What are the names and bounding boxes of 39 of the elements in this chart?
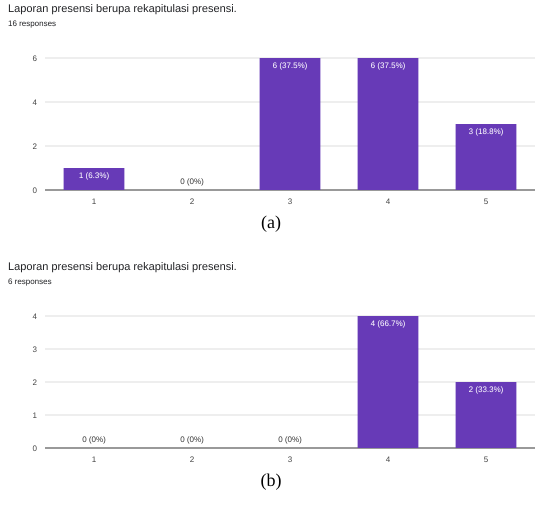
y-tick-label: 2 bbox=[32, 142, 38, 151]
data-label: 6 (37.5%) bbox=[370, 61, 406, 70]
bar bbox=[358, 58, 418, 190]
y-tick-label: 4 bbox=[32, 312, 38, 321]
data-label: 0 (0%) bbox=[180, 435, 204, 444]
text: (a) bbox=[261, 212, 281, 232]
data-label: 4 (66.7%) bbox=[370, 319, 406, 328]
x-tick-label: 1 bbox=[92, 455, 97, 464]
x-tick-label: 5 bbox=[484, 455, 489, 464]
x-tick-label: 4 bbox=[386, 455, 391, 464]
data-label: 0 (0%) bbox=[278, 435, 302, 444]
text: (b) bbox=[260, 470, 282, 490]
chart-title: Laporan presensi berupa rekapitulasi presensi. bbox=[8, 261, 237, 273]
y-tick-label: 4 bbox=[32, 98, 38, 107]
data-label: 0 (0%) bbox=[180, 177, 204, 186]
data-label: 2 (33.3%) bbox=[468, 385, 504, 394]
x-tick-label: 4 bbox=[386, 197, 391, 206]
y-tick-label: 1 bbox=[32, 410, 38, 420]
y-tick-label: 0 bbox=[32, 186, 38, 195]
chart-subtitle: 6 responses bbox=[8, 277, 52, 286]
data-label: 1 (6.3%) bbox=[78, 171, 110, 180]
x-tick-label: 2 bbox=[190, 197, 195, 206]
y-tick-label: 0 bbox=[32, 444, 38, 453]
data-label: 3 (18.8%) bbox=[468, 127, 504, 136]
x-tick-label: 3 bbox=[288, 197, 293, 206]
y-tick-label: 6 bbox=[32, 54, 38, 63]
x-tick-label: 1 bbox=[92, 197, 97, 206]
data-label: 6 (37.5%) bbox=[272, 61, 308, 70]
x-tick-label: 3 bbox=[288, 455, 293, 464]
y-tick-label: 3 bbox=[32, 344, 38, 354]
bar bbox=[260, 58, 320, 190]
bar bbox=[456, 124, 516, 190]
y-tick-label: 2 bbox=[32, 378, 38, 387]
chart-subtitle: 16 responses bbox=[8, 19, 56, 28]
x-tick-label: 5 bbox=[484, 197, 489, 206]
bar bbox=[64, 168, 124, 190]
x-tick-label: 2 bbox=[190, 455, 195, 464]
chart-title: Laporan presensi berupa rekapitulasi presensi. bbox=[8, 3, 237, 15]
data-label: 0 (0%) bbox=[82, 435, 106, 444]
